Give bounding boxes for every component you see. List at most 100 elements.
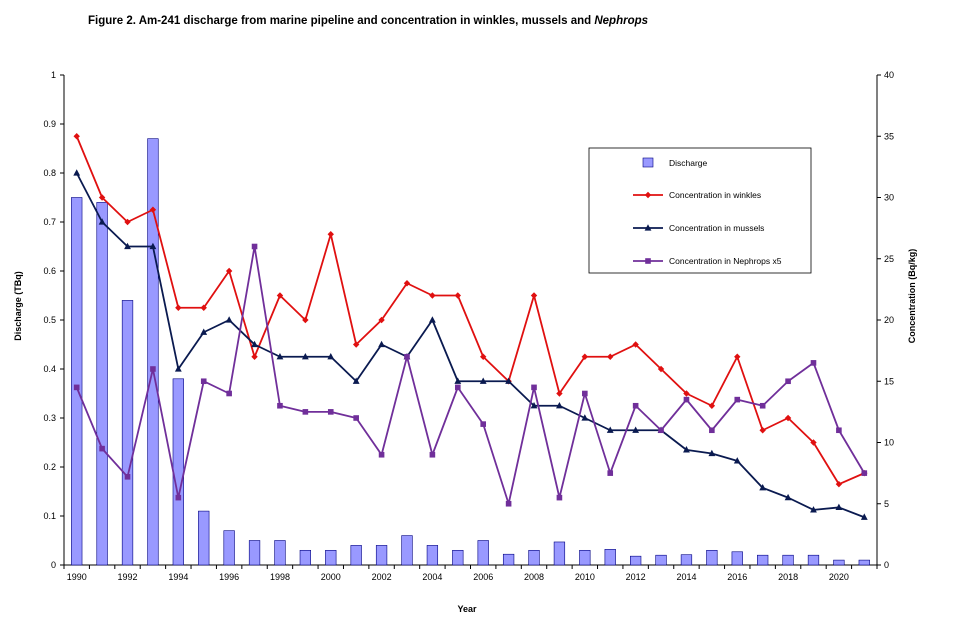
mussels-point	[276, 352, 284, 360]
nephrops-point	[73, 384, 80, 391]
left-tick-label: 0.7	[43, 217, 56, 227]
winkles-point	[429, 292, 436, 299]
discharge-bars	[71, 138, 870, 566]
x-axis-label: Year	[457, 604, 477, 614]
winkles-point	[784, 414, 792, 422]
mussels-point	[73, 169, 81, 176]
x-tick-label: 1992	[118, 572, 138, 582]
mussels-point	[632, 426, 640, 433]
nephrops-point	[353, 415, 359, 421]
right-tick-label: 15	[884, 376, 894, 386]
winkles-point	[251, 353, 258, 360]
nephrops-point	[861, 470, 868, 476]
winkles-point	[175, 304, 182, 311]
nephrops-point	[175, 494, 182, 501]
discharge-bar	[401, 535, 413, 566]
chart-title-text: Figure 2. Am-241 discharge from marine p…	[88, 15, 595, 27]
nephrops-point	[99, 445, 105, 452]
x-tick-label: 2004	[422, 572, 442, 582]
mussels-point	[530, 401, 538, 409]
legend-label: Discharge	[669, 158, 708, 168]
nephrops-point	[836, 427, 842, 434]
legend-label: Concentration in winkles	[669, 190, 761, 200]
mussels-point	[301, 352, 309, 360]
nephrops-point	[785, 378, 791, 385]
mussels-point	[149, 242, 157, 250]
winkles-point	[454, 292, 461, 299]
winkles-point	[480, 353, 487, 360]
legend-label: Concentration in mussels	[669, 223, 764, 233]
mussels-point	[708, 449, 716, 457]
discharge-bar	[579, 549, 591, 566]
mussels-point	[683, 446, 690, 453]
nephrops-point	[810, 360, 817, 366]
winkles-point	[124, 218, 131, 226]
winkles-point	[632, 341, 639, 348]
nephrops-point	[734, 396, 741, 403]
discharge-bar	[604, 549, 616, 566]
discharge-bar	[248, 540, 261, 566]
nephrops-point	[251, 243, 258, 250]
mussels-point	[327, 352, 335, 360]
mussels-point	[784, 493, 792, 501]
discharge-bar	[121, 300, 134, 566]
winkles-point	[835, 480, 843, 488]
mussels-point	[251, 340, 258, 348]
right-tick-label: 0	[884, 560, 889, 570]
concentration-lines	[73, 133, 868, 520]
discharge-bar	[630, 555, 642, 566]
legend-mussels-marker	[644, 224, 652, 231]
winkles-point	[810, 439, 817, 446]
x-tick-label: 1996	[219, 572, 239, 582]
mussels-point	[505, 377, 513, 384]
discharge-bar	[96, 202, 108, 566]
nephrops-point	[454, 384, 461, 391]
mussels-point	[378, 340, 385, 348]
mussels-point	[810, 506, 817, 513]
winkles-point	[708, 402, 716, 409]
discharge-bar	[502, 553, 515, 566]
winkles-point	[73, 133, 80, 140]
winkles-point	[530, 292, 538, 299]
x-tick-label: 2000	[321, 572, 341, 582]
discharge-bar	[172, 378, 184, 566]
discharge-bar	[706, 549, 718, 566]
left-tick-label: 0.9	[43, 119, 56, 129]
nephrops-point	[277, 402, 283, 409]
legend-nephrops-marker	[645, 258, 651, 264]
x-tick-label: 1990	[67, 572, 87, 582]
left-tick-label: 0.6	[43, 266, 56, 276]
nephrops-point	[124, 474, 131, 480]
winkles-point	[200, 304, 207, 311]
right-tick-label: 35	[884, 131, 894, 141]
mussels-point	[98, 218, 106, 225]
left-axis: 0 0.1 0.2 0.3 0.4 0.5 0.6 0.7 0.8 0.9 1	[43, 70, 64, 570]
nephrops-point	[607, 470, 614, 476]
legend-winkles-marker	[644, 191, 652, 199]
mussels-point	[860, 513, 868, 520]
legend-discharge-swatch	[642, 157, 654, 168]
nephrops-point	[226, 390, 232, 397]
winkles-point	[581, 353, 589, 360]
nephrops-point	[302, 409, 309, 415]
nephrops-point	[759, 402, 766, 409]
mussels-point	[225, 316, 233, 323]
x-tick-label: 2018	[778, 572, 798, 582]
chart-title: Figure 2. Am-241 discharge from marine p…	[88, 15, 648, 27]
nephrops-point	[200, 378, 207, 385]
mussels-point	[581, 414, 589, 421]
left-tick-label: 0.5	[43, 315, 56, 325]
nephrops-point	[378, 451, 385, 458]
right-axis-label: Concentration (Bq/kg)	[907, 249, 917, 344]
mussels-point	[759, 484, 767, 491]
discharge-bar	[223, 530, 235, 566]
discharge-bar	[274, 540, 286, 566]
winkles-point	[683, 390, 690, 397]
right-tick-label: 40	[884, 70, 894, 80]
winkles-point	[327, 231, 334, 238]
discharge-bar	[477, 540, 489, 566]
nephrops-point	[404, 353, 410, 360]
nephrops-point	[429, 451, 436, 458]
legend: Discharge Concentration in winkles Concent…	[588, 147, 812, 274]
discharge-bar	[71, 197, 83, 566]
